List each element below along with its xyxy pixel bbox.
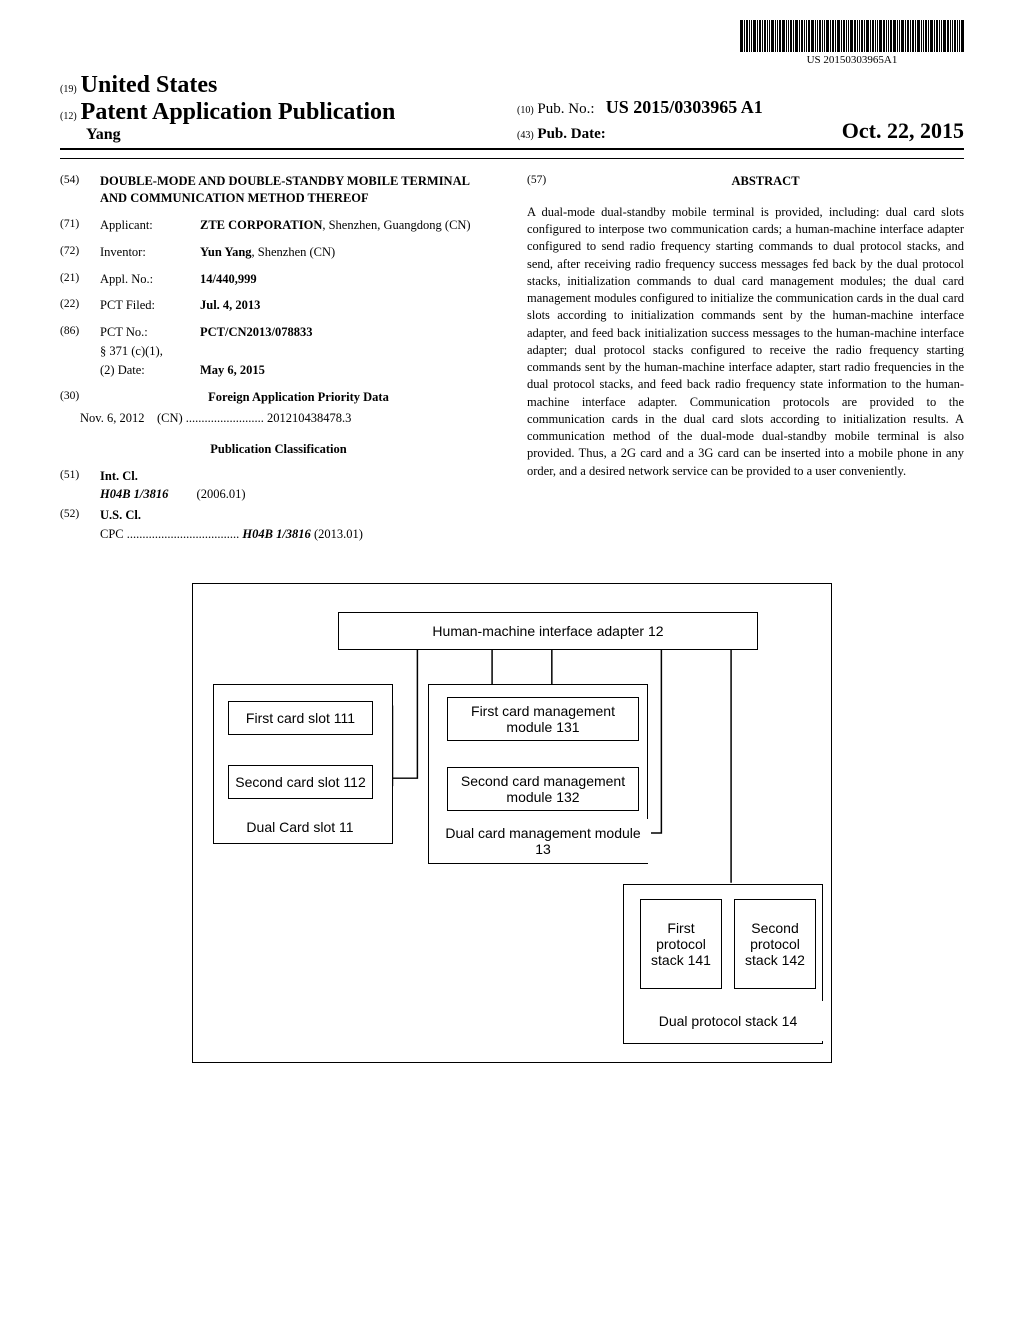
proto1-box: First protocol stack 141: [640, 899, 722, 989]
dual-slot-group: First card slot 111 Second card slot 112…: [213, 684, 393, 844]
foreign-code: (30): [60, 389, 100, 406]
intcl-code: (51): [60, 468, 100, 485]
applicant-value: ZTE CORPORATION, Shenzhen, Guangdong (CN…: [200, 217, 497, 234]
pub-no-code: (10): [517, 105, 534, 116]
uscl-value-row: CPC ....................................…: [100, 526, 497, 543]
appl-row: (21) Appl. No.: 14/440,999: [60, 271, 497, 288]
slots-label: Dual Card slot 11: [220, 813, 380, 841]
inventor-code: (72): [60, 244, 100, 261]
pub-date-line: (43) Pub. Date: Oct. 22, 2015: [517, 118, 964, 144]
abstract-header: (57) ABSTRACT: [527, 173, 964, 204]
barcode-lines: [740, 20, 964, 52]
s371-date-label: (2) Date:: [100, 362, 200, 379]
pct-no-code: (86): [60, 324, 100, 341]
pct-filed-label: PCT Filed:: [100, 297, 200, 314]
pub-no-label: Pub. No.:: [537, 101, 594, 117]
inventor-header: Yang: [60, 126, 507, 144]
pub-type: Patent Application Publication: [81, 99, 396, 125]
pub-date-code: (43): [517, 130, 534, 141]
foreign-dots: .........................: [183, 411, 267, 425]
invention-title: DOUBLE-MODE AND DOUBLE-STANDBY MOBILE TE…: [100, 173, 497, 207]
uscl-cpc: CPC: [100, 527, 124, 541]
right-column: (57) ABSTRACT A dual-mode dual-standby m…: [527, 173, 964, 553]
pub-date-value: Oct. 22, 2015: [842, 118, 964, 144]
foreign-title: Foreign Application Priority Data: [100, 389, 497, 406]
foreign-country: (CN): [157, 411, 183, 425]
columns: (54) DOUBLE-MODE AND DOUBLE-STANDBY MOBI…: [60, 173, 964, 553]
pub-no-value: US 2015/0303965 A1: [606, 97, 763, 117]
uscl-year: (2013.01): [311, 527, 363, 541]
intcl-year: (2006.01): [197, 487, 246, 501]
country-line: (19) United States: [60, 72, 507, 99]
title-code: (54): [60, 173, 100, 207]
abstract-code: (57): [527, 173, 567, 204]
appl-label: Appl. No.:: [100, 271, 200, 288]
intcl-label: Int. Cl.: [100, 468, 497, 485]
abstract-title: ABSTRACT: [567, 173, 964, 190]
abstract-text: A dual-mode dual-standby mobile terminal…: [527, 204, 964, 480]
inventor-row: (72) Inventor: Yun Yang, Shenzhen (CN): [60, 244, 497, 261]
slot1-box: First card slot 111: [228, 701, 373, 735]
uscl-dots: ....................................: [124, 527, 243, 541]
pct-no: PCT/CN2013/078833: [200, 324, 497, 341]
dual-proto-group: First protocol stack 141 Second protocol…: [623, 884, 823, 1044]
pct-filed-row: (22) PCT Filed: Jul. 4, 2013: [60, 297, 497, 314]
applicant-label: Applicant:: [100, 217, 200, 234]
pct-filed-code: (22): [60, 297, 100, 314]
slot2-box: Second card slot 112: [228, 765, 373, 799]
s371-date-row: (2) Date: May 6, 2015: [60, 362, 497, 379]
applicant-name: ZTE CORPORATION: [200, 218, 322, 232]
appl-code: (21): [60, 271, 100, 288]
uscl-label: U.S. Cl.: [100, 507, 497, 524]
uscl-val: H04B 1/3816: [242, 527, 310, 541]
inventor-value: Yun Yang, Shenzhen (CN): [200, 244, 497, 261]
figure: Human-machine interface adapter 12 First…: [192, 583, 832, 1063]
pub-type-code: (12): [60, 111, 77, 122]
mgmt1-box: First card management module 131: [447, 697, 639, 741]
pub-date-label: Pub. Date:: [537, 126, 605, 142]
pct-filed: Jul. 4, 2013: [200, 297, 497, 314]
s371-label: § 371 (c)(1),: [100, 343, 497, 360]
intcl-val: H04B 1/3816: [100, 487, 168, 501]
foreign-data-row: Nov. 6, 2012 (CN) ......................…: [80, 410, 497, 427]
header: (19) United States (12) Patent Applicati…: [60, 72, 964, 150]
foreign-date: Nov. 6, 2012: [80, 411, 144, 425]
inventor-name: Yun Yang: [200, 245, 252, 259]
inventor-loc: , Shenzhen (CN): [252, 245, 336, 259]
barcode-region: US 20150303965A1: [60, 20, 964, 68]
mgmt-label: Dual card management module 13: [435, 819, 651, 863]
uscl-row: (52) U.S. Cl.: [60, 507, 497, 524]
title-row: (54) DOUBLE-MODE AND DOUBLE-STANDBY MOBI…: [60, 173, 497, 207]
dual-mgmt-group: First card management module 131 Second …: [428, 684, 648, 864]
appl-no: 14/440,999: [200, 271, 497, 288]
applicant-code: (71): [60, 217, 100, 234]
country: United States: [81, 72, 218, 98]
uscl-code: (52): [60, 507, 100, 524]
barcode-text: US 20150303965A1: [740, 54, 964, 66]
figure-wrap: Human-machine interface adapter 12 First…: [60, 583, 964, 1063]
divider: [60, 158, 964, 159]
mgmt2-box: Second card management module 132: [447, 767, 639, 811]
header-right: (10) Pub. No.: US 2015/0303965 A1 (43) P…: [507, 97, 964, 144]
proto2-box: Second protocol stack 142: [734, 899, 816, 989]
applicant-loc: , Shenzhen, Guangdong (CN): [322, 218, 470, 232]
applicant-row: (71) Applicant: ZTE CORPORATION, Shenzhe…: [60, 217, 497, 234]
hmi-box: Human-machine interface adapter 12: [338, 612, 758, 650]
intcl-value-row: H04B 1/3816 (2006.01): [100, 486, 497, 503]
barcode: US 20150303965A1: [740, 20, 964, 66]
foreign-header-row: (30) Foreign Application Priority Data: [60, 389, 497, 406]
intcl-row: (51) Int. Cl.: [60, 468, 497, 485]
pub-type-line: (12) Patent Application Publication: [60, 99, 507, 126]
inventor-label: Inventor:: [100, 244, 200, 261]
country-code: (19): [60, 84, 77, 95]
pct-no-row: (86) PCT No.: PCT/CN2013/078833: [60, 324, 497, 341]
left-column: (54) DOUBLE-MODE AND DOUBLE-STANDBY MOBI…: [60, 173, 497, 553]
s371-date: May 6, 2015: [200, 362, 497, 379]
pct-no-label: PCT No.:: [100, 324, 200, 341]
pub-class-title: Publication Classification: [60, 441, 497, 458]
pub-no-line: (10) Pub. No.: US 2015/0303965 A1: [517, 97, 964, 118]
proto-label: Dual protocol stack 14: [630, 1001, 826, 1041]
foreign-no: 201210438478.3: [267, 411, 351, 425]
header-left: (19) United States (12) Patent Applicati…: [60, 72, 507, 144]
